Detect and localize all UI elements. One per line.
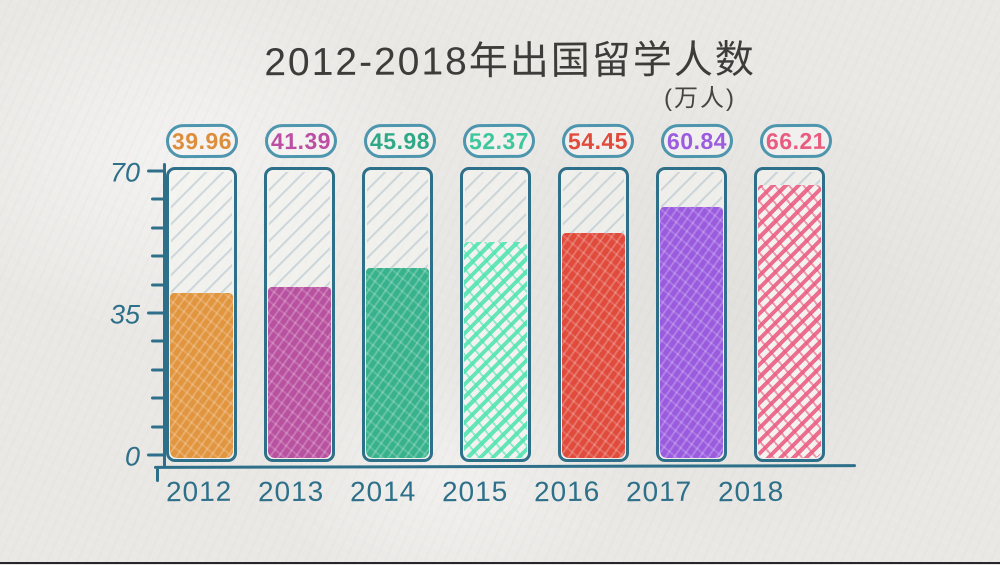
- x-label-row: 2012 2013 2014 2015 2016 2017 2018: [165, 475, 785, 508]
- bar-container: [264, 167, 335, 462]
- y-axis-tick-label: 35: [109, 299, 140, 330]
- y-axis-minor-tick: [151, 197, 166, 201]
- bottom-frame-edge: [0, 562, 1000, 564]
- bar-fill: [268, 287, 331, 458]
- value-badge-text: 41.39: [270, 127, 332, 154]
- value-badge-text: 39.96: [171, 127, 233, 154]
- y-axis-major-tick: [147, 453, 166, 457]
- x-axis-label: 2013: [257, 475, 325, 508]
- bar-container: [460, 167, 531, 462]
- bar-container: [362, 167, 433, 462]
- bar-container: [558, 167, 629, 462]
- x-axis-label: 2017: [625, 475, 693, 508]
- bar-container: [656, 167, 727, 462]
- unit-label: (万人): [664, 85, 736, 112]
- y-axis-major-tick: [147, 311, 166, 315]
- y-axis-tick-label: 70: [109, 157, 140, 188]
- y-axis-minor-tick: [151, 425, 166, 429]
- bar-row: [166, 167, 825, 462]
- x-axis-label: 2015: [441, 475, 509, 508]
- chart-title: 2012-2018年出国留学人数: [264, 38, 756, 85]
- bar-fill: [758, 184, 821, 458]
- bar-fill: [464, 241, 527, 458]
- value-badge: 66.21: [759, 123, 833, 159]
- x-axis-label: 2018: [717, 475, 785, 508]
- y-tick-area: 0 35 70: [110, 158, 166, 472]
- value-badge: 41.39: [264, 123, 338, 159]
- y-axis-minor-tick: [151, 283, 166, 287]
- value-badge: 52.37: [462, 123, 536, 159]
- value-badge-text: 66.21: [765, 127, 827, 154]
- value-badge: 54.45: [561, 123, 635, 159]
- bar-fill: [366, 268, 429, 458]
- value-badge-text: 45.98: [369, 127, 431, 154]
- x-axis-label: 2012: [165, 475, 233, 508]
- bar-fill: [170, 293, 233, 458]
- y-axis-minor-tick: [151, 396, 166, 400]
- y-axis-minor-tick: [151, 339, 166, 343]
- value-badge-text: 54.45: [567, 127, 629, 154]
- y-axis: 0 35 70: [110, 158, 166, 472]
- value-badge-text: 60.84: [666, 127, 728, 154]
- bar-container: [166, 167, 237, 462]
- value-badge: 39.96: [165, 123, 239, 159]
- y-axis-minor-tick: [151, 368, 166, 372]
- y-axis-minor-tick: [151, 254, 166, 258]
- y-axis-minor-tick: [151, 226, 166, 230]
- bar-fill: [562, 233, 625, 458]
- y-axis-major-tick: [147, 169, 166, 173]
- x-axis: [153, 464, 857, 469]
- bar-fill: [660, 206, 723, 458]
- x-axis-left-tick: [156, 466, 159, 482]
- x-axis-label: 2016: [533, 475, 601, 508]
- x-axis-label: 2014: [349, 475, 417, 508]
- value-badge: 45.98: [363, 123, 437, 159]
- value-badge: 60.84: [660, 123, 734, 159]
- bar-container: [754, 167, 825, 462]
- value-badge-text: 52.37: [468, 127, 530, 154]
- value-badge-row: 39.96 41.39 45.98 52.37 54.45 60.84 66.21: [165, 123, 833, 159]
- y-axis-tick-label: 0: [124, 441, 140, 472]
